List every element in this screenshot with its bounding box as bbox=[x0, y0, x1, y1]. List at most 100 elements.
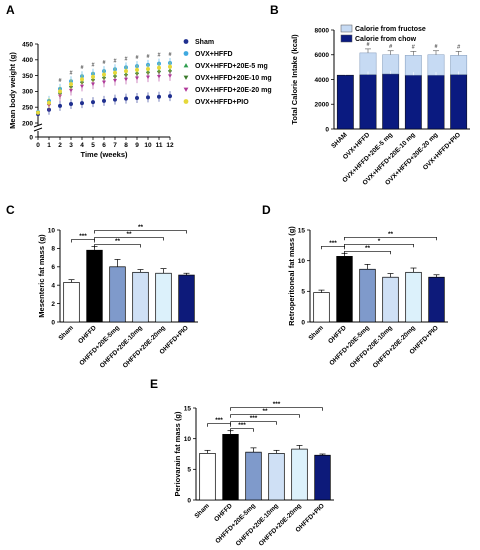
bar-chow bbox=[359, 74, 377, 130]
bar bbox=[245, 451, 262, 501]
legend-swatch bbox=[340, 34, 353, 43]
y-tick-label: 10 bbox=[298, 258, 306, 265]
bar bbox=[359, 268, 376, 323]
x-axis-title: Time (weeks) bbox=[81, 150, 128, 159]
bar bbox=[428, 276, 445, 323]
y-tick-label: 2000 bbox=[315, 102, 330, 109]
significance-bracket bbox=[344, 236, 437, 241]
data-point bbox=[69, 82, 73, 87]
y-tick-label: 15 bbox=[298, 227, 306, 234]
legend-label: OVX+HFFD+20E-10 mg bbox=[195, 75, 272, 82]
y-tick-label: 5 bbox=[187, 467, 191, 474]
data-point bbox=[80, 101, 84, 106]
data-point bbox=[91, 82, 95, 87]
significance-hash: # bbox=[113, 58, 117, 64]
data-point bbox=[69, 88, 73, 93]
data-point bbox=[146, 66, 150, 71]
x-tick-label: 11 bbox=[156, 142, 163, 149]
bar-chow bbox=[450, 74, 468, 130]
axis-break-mark bbox=[33, 127, 43, 132]
significance-hash: # bbox=[157, 53, 161, 59]
data-point bbox=[47, 100, 51, 105]
significance-label: *** bbox=[79, 233, 87, 240]
y-tick-label: 10 bbox=[48, 227, 56, 234]
significance-bracket bbox=[94, 237, 164, 241]
data-point bbox=[113, 97, 117, 102]
y-tick-label: 15 bbox=[184, 405, 192, 412]
bar bbox=[222, 434, 239, 501]
data-point bbox=[168, 74, 172, 78]
significance-label: ** bbox=[126, 231, 132, 238]
y-tick-label: 10 bbox=[184, 436, 192, 443]
data-point bbox=[102, 80, 106, 85]
data-point bbox=[135, 96, 139, 101]
significance-bracket bbox=[94, 244, 141, 248]
panel-label-e: E bbox=[150, 377, 158, 391]
y-tick-label: 6 bbox=[51, 264, 55, 271]
significance-label: *** bbox=[250, 415, 258, 422]
significance-label: ** bbox=[115, 238, 121, 245]
category-label: OHFFD bbox=[77, 324, 98, 345]
x-tick-label: 12 bbox=[166, 142, 174, 149]
x-tick-label: 0 bbox=[36, 142, 40, 149]
bar bbox=[155, 272, 172, 323]
y-tick-label: 200 bbox=[22, 120, 33, 127]
x-tick-label: 5 bbox=[91, 142, 95, 149]
data-point bbox=[157, 94, 161, 99]
significance-hash: # bbox=[91, 63, 95, 69]
significance-hash: # bbox=[102, 60, 106, 66]
y-tick-label: 2 bbox=[51, 301, 55, 308]
significance-label: *** bbox=[238, 422, 246, 429]
legend-label: Calorie from chow bbox=[355, 36, 417, 43]
y-tick-label: 450 bbox=[22, 41, 33, 48]
y-axis-title: Mesenteric fat mass (g) bbox=[37, 234, 46, 318]
category-label: OHFFD+20E-20mg bbox=[122, 324, 167, 369]
category-label: Sham bbox=[193, 502, 211, 520]
data-point bbox=[113, 79, 117, 83]
significance-hash: # bbox=[124, 56, 128, 62]
bar bbox=[268, 453, 285, 501]
y-tick-label: 4000 bbox=[315, 77, 330, 84]
x-tick-label: 1 bbox=[47, 142, 51, 149]
bar bbox=[336, 256, 353, 323]
significance-label: * bbox=[378, 238, 381, 245]
y-tick-label: 300 bbox=[22, 89, 33, 96]
legend-label: Sham bbox=[195, 39, 214, 46]
y-axis-title: Mean body weight (g) bbox=[8, 52, 17, 129]
y-tick-label: 350 bbox=[22, 73, 33, 80]
data-point bbox=[69, 102, 73, 107]
y-axis-title: Periovarain fat mass (g) bbox=[173, 411, 182, 497]
y-tick-label: 4 bbox=[51, 283, 55, 290]
legend-marker bbox=[183, 63, 189, 68]
data-point bbox=[58, 89, 62, 94]
y-tick-label: 0 bbox=[187, 497, 191, 504]
legend-label: OVX+HFFD+20E-5 mg bbox=[195, 63, 268, 70]
significance-hash: # bbox=[434, 44, 438, 50]
data-point bbox=[102, 98, 106, 103]
panel-label-a: A bbox=[6, 3, 15, 17]
significance-hash: # bbox=[457, 44, 461, 50]
significance-hash: # bbox=[389, 44, 393, 50]
significance-hash: # bbox=[168, 52, 172, 58]
data-point bbox=[168, 94, 172, 99]
significance-hash: # bbox=[146, 54, 150, 60]
legend-label: OVX+HFFD+PIO bbox=[195, 99, 249, 106]
significance-label: ** bbox=[138, 224, 144, 231]
x-tick-label: 10 bbox=[144, 142, 152, 149]
data-point bbox=[157, 65, 161, 70]
panel-label-d: D bbox=[262, 203, 271, 217]
legend-swatch bbox=[340, 24, 353, 33]
significance-label: ** bbox=[388, 231, 394, 238]
bar bbox=[109, 266, 126, 323]
data-point bbox=[146, 75, 150, 80]
legend-marker bbox=[183, 51, 189, 56]
data-point bbox=[102, 72, 106, 77]
x-tick-label: 4 bbox=[80, 142, 84, 149]
data-point bbox=[113, 70, 117, 75]
y-tick-label: 0 bbox=[29, 134, 33, 141]
data-point bbox=[157, 74, 161, 79]
significance-hash: # bbox=[366, 42, 370, 48]
x-tick-label: 9 bbox=[135, 142, 139, 149]
panel-label-c: C bbox=[6, 203, 15, 217]
